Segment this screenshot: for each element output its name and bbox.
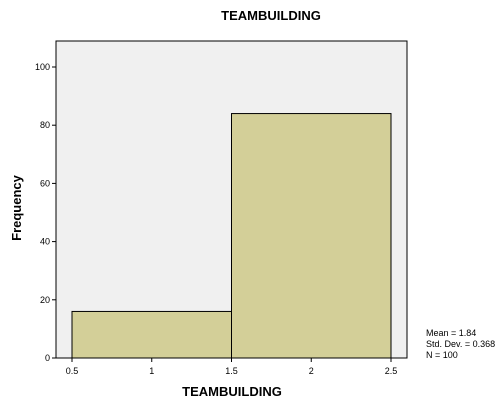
x-axis: 0.5 1 1.5 2 2.5	[66, 358, 398, 376]
chart-title: TEAMBUILDING	[221, 8, 321, 23]
x-tick-label: 2.5	[385, 366, 398, 376]
x-tick-label: 1	[149, 366, 154, 376]
x-tick-label: 1.5	[225, 366, 238, 376]
y-tick-label: 0	[45, 353, 50, 363]
stats-mean: Mean = 1.84	[426, 328, 476, 338]
histogram-bar-1	[71, 310, 232, 359]
histogram-bar-2	[231, 113, 392, 359]
y-tick-label: 80	[40, 120, 50, 130]
stats-std-dev: Std. Dev. = 0.368	[426, 339, 495, 349]
stats-n: N = 100	[426, 350, 458, 360]
stats-box: Mean = 1.84 Std. Dev. = 0.368 N = 100	[426, 328, 495, 360]
y-tick-label: 20	[40, 295, 50, 305]
y-axis-label: Frequency	[9, 174, 24, 241]
y-axis: 0 20 40 60 80 100	[35, 62, 56, 363]
y-tick-label: 60	[40, 178, 50, 188]
bars-group	[71, 113, 392, 359]
x-tick-label: 0.5	[66, 366, 79, 376]
y-tick-label: 100	[35, 62, 50, 72]
x-axis-label: TEAMBUILDING	[182, 384, 282, 399]
y-tick-label: 40	[40, 237, 50, 247]
x-tick-label: 2	[309, 366, 314, 376]
